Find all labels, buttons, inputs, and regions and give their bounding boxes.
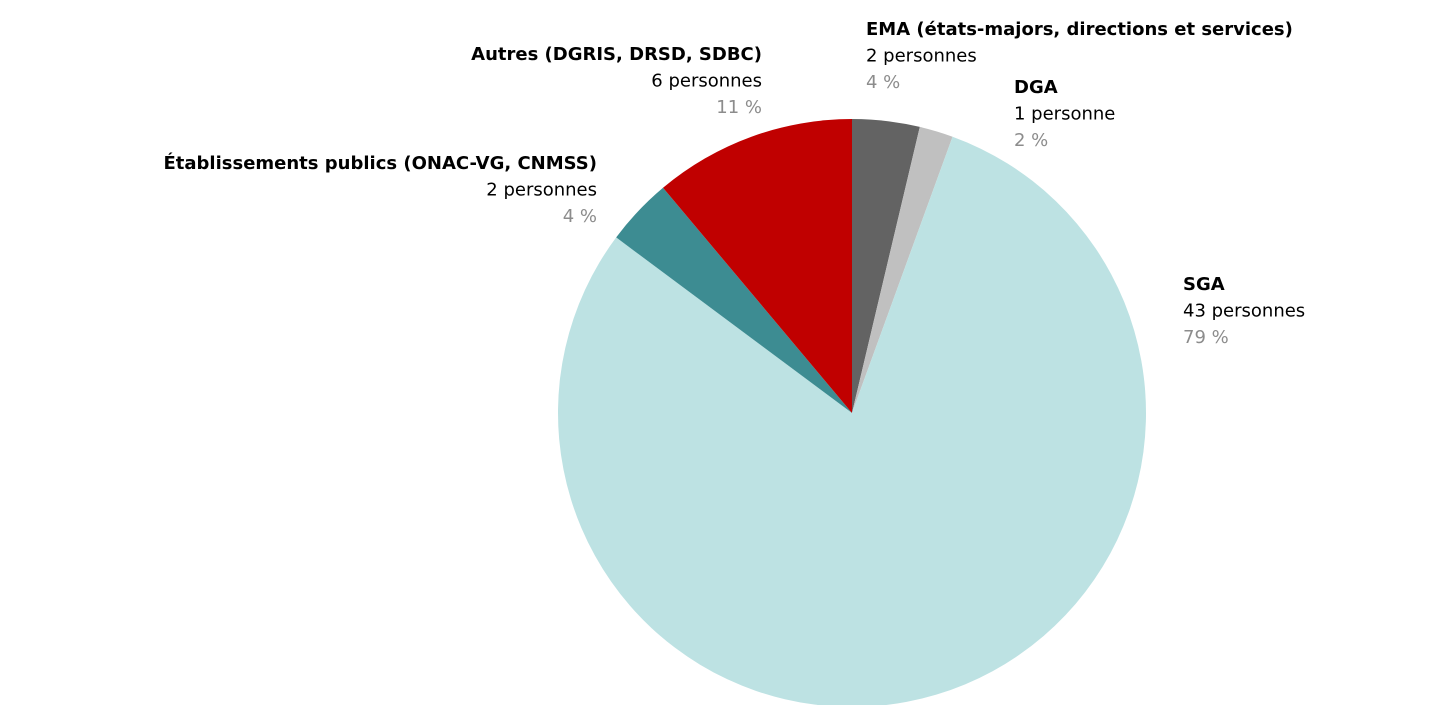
slice-count: 1 personne — [1014, 104, 1115, 125]
slice-name: Autres (DGRIS, DRSD, SDBC) — [471, 44, 762, 65]
pie-slice — [663, 119, 852, 413]
slice-count: 2 personnes — [486, 180, 597, 201]
slice-name: Établissements publics (ONAC-VG, CNMSS) — [164, 152, 598, 174]
slice-percentage: 4 % — [866, 72, 900, 93]
slice-name: SGA — [1183, 274, 1225, 295]
slice-percentage: 2 % — [1014, 130, 1048, 151]
pie-slice — [616, 187, 852, 413]
slice-percentage: 4 % — [563, 206, 597, 227]
pie-slice — [558, 136, 1146, 705]
slice-count: 6 personnes — [651, 71, 762, 92]
slice-percentage: 11 % — [716, 97, 762, 118]
slice-name: EMA (états-majors, directions et service… — [866, 19, 1293, 40]
slice-percentage: 79 % — [1183, 327, 1229, 348]
slice-count: 2 personnes — [866, 46, 977, 67]
slice-name: DGA — [1014, 77, 1058, 98]
pie-slice — [852, 126, 953, 413]
pie-slice — [852, 119, 920, 413]
slice-count: 43 personnes — [1183, 301, 1305, 322]
